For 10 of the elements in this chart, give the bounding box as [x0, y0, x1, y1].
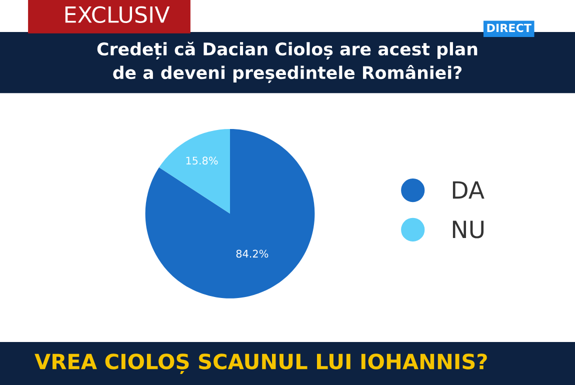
data-label: 84.2% — [236, 250, 268, 258]
text: EXCLUSIV — [65, 6, 170, 24]
data-label: 15.8% — [186, 156, 218, 165]
text: VREA CIOLOȘ SCAUNUL LUI IOHANNIS? — [34, 354, 487, 374]
pie-slice — [159, 128, 230, 214]
text: DIRECT — [487, 24, 532, 32]
legend-label: DA — [452, 181, 484, 199]
chart-title: Credeți că Dacian Cioloș are acest plan de a deveni președintele României? — [97, 42, 478, 84]
pie-slice — [145, 128, 315, 298]
legend-label: NU — [452, 220, 484, 238]
